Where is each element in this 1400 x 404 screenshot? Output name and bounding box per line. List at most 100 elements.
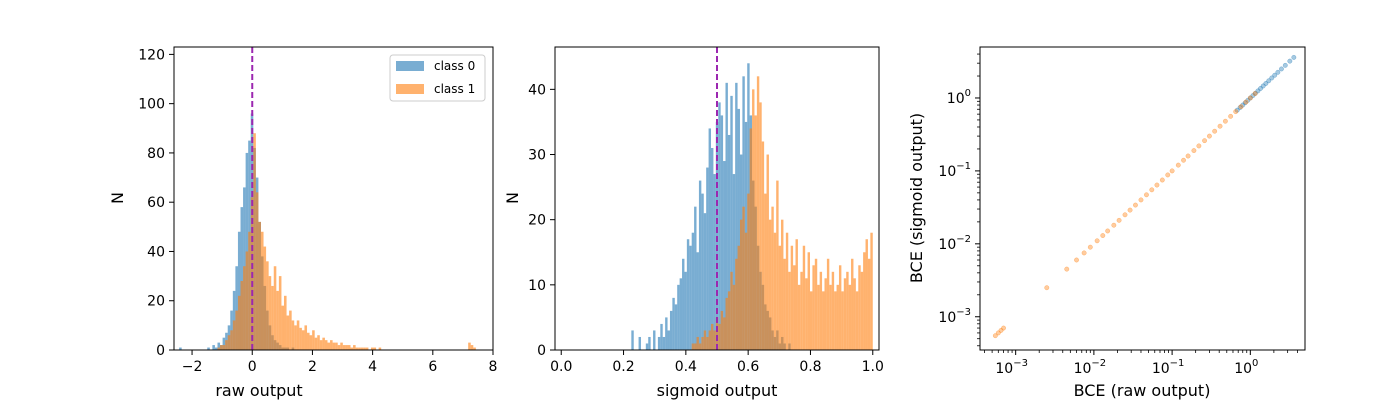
histogram-bar-class-1 <box>754 115 757 350</box>
histogram-bar-class-0 <box>698 180 702 350</box>
scatter-point-class-1 <box>1133 202 1138 208</box>
x-tick-label: 0.6 <box>737 359 759 375</box>
scatter-point-class-1 <box>1181 157 1186 163</box>
histogram-bar-class-1 <box>706 336 709 350</box>
histogram-bar-class-1 <box>324 340 328 350</box>
scatter-point-class-1 <box>1122 212 1128 218</box>
histogram-bar-class-1 <box>749 128 753 350</box>
histogram-bar-class-1 <box>273 266 277 350</box>
scatter-point-class-1 <box>1202 138 1208 144</box>
histogram-bar-class-0 <box>212 345 215 350</box>
histogram-bar-class-1 <box>756 76 760 350</box>
histogram-bar-class-1 <box>822 291 825 350</box>
histogram-bar-class-1 <box>335 342 338 350</box>
histogram-bar-class-1 <box>370 347 374 350</box>
x-tick-label: 0.0 <box>550 359 572 375</box>
x-tick-label: −2 <box>182 359 203 375</box>
histogram-bar-class-1 <box>834 291 837 350</box>
histogram-bar-class-1 <box>258 221 261 350</box>
histogram-bar-class-1 <box>220 345 223 350</box>
x-tick-label: 0.8 <box>799 359 821 375</box>
sigmoid-output-histogram-panel: 0.0 0.2 0.4 0.6 0.8 1.0 0 10 20 30 40 sigmoid outp… <box>503 46 884 400</box>
histogram-bar-class-1 <box>853 278 856 350</box>
y-tick-label: 100 <box>947 88 971 107</box>
histogram-bar-class-1 <box>271 285 274 350</box>
scatter-point-class-1 <box>1111 222 1117 228</box>
histogram-bar-class-1 <box>863 252 866 350</box>
histogram-bar-class-0 <box>735 82 738 350</box>
histogram-bar-class-0 <box>691 232 695 350</box>
y-tick-label: 40 <box>528 82 546 98</box>
histogram-bar-class-0 <box>631 330 634 350</box>
histogram-bar-class-1 <box>720 310 724 350</box>
histogram-bar-class-1 <box>761 141 765 350</box>
histogram-bar-class-1 <box>824 278 827 350</box>
histogram-bar-class-1 <box>299 327 302 350</box>
scatter-point-class-1 <box>1247 95 1253 101</box>
scatter-point-class-1 <box>1001 325 1006 331</box>
histogram-bar-class-1 <box>773 232 777 350</box>
histogram-bar-class-1 <box>696 336 699 350</box>
y-tick-label: 10 <box>528 278 546 294</box>
histogram-bar-class-0 <box>713 174 716 350</box>
histogram-bar-class-1 <box>752 89 755 350</box>
sigmoid-output-plot-area <box>554 46 880 351</box>
legend-label-class-1: class 1 <box>434 82 475 96</box>
scatter-point-class-1 <box>992 333 998 339</box>
x-tick-label: 1.0 <box>862 359 884 375</box>
histogram-bar-class-1 <box>468 342 471 350</box>
histogram-bar-class-0 <box>727 134 731 350</box>
histogram-bar-class-1 <box>355 347 359 350</box>
scatter-point-class-1 <box>1127 207 1133 213</box>
histogram-bar-class-0 <box>207 347 210 350</box>
scatter-point-class-1 <box>1252 91 1258 97</box>
raw-output-y-axis-label: N <box>108 192 127 204</box>
histogram-bar-class-0 <box>718 102 721 350</box>
scatter-point-class-1 <box>1222 118 1228 124</box>
histogram-bar-class-1 <box>805 278 808 350</box>
histogram-bar-class-1 <box>771 206 774 350</box>
histogram-bar-class-1 <box>232 320 236 350</box>
histogram-bar-class-0 <box>662 336 666 350</box>
bce-scatter-plot-area <box>979 46 1306 351</box>
x-tick-label: 0.4 <box>675 359 697 375</box>
scatter-point-class-1 <box>1149 187 1155 193</box>
histogram-bar-class-0 <box>725 82 728 350</box>
histogram-bar-class-1 <box>800 271 803 350</box>
histogram-bar-class-1 <box>747 193 750 350</box>
scatter-point-class-0 <box>1279 66 1284 72</box>
y-tick-label: 20 <box>528 213 546 229</box>
histogram-bar-class-0 <box>679 278 683 350</box>
histogram-bar-class-1 <box>802 245 806 350</box>
scatter-point-class-1 <box>1159 177 1165 183</box>
scatter-point-class-1 <box>1243 99 1249 105</box>
x-tick-label: 0 <box>248 359 257 375</box>
histogram-bar-class-1 <box>708 330 711 350</box>
histogram-bar-class-1 <box>739 219 743 350</box>
histogram-bar-class-1 <box>358 347 361 350</box>
histogram-bar-class-0 <box>708 128 711 350</box>
histogram-bar-class-1 <box>855 291 859 350</box>
x-tick-label: 10−2 <box>1074 358 1107 377</box>
histogram-bar-class-1 <box>723 317 726 350</box>
histogram-bar-class-1 <box>227 335 231 350</box>
histogram-bar-class-1 <box>698 343 702 350</box>
y-tick-label: 100 <box>138 97 165 113</box>
histogram-bar-class-1 <box>732 284 736 350</box>
histogram-bar-class-0 <box>237 231 241 350</box>
histogram-bar-class-1 <box>846 271 849 350</box>
histogram-bar-class-0 <box>723 161 726 350</box>
histogram-bar-class-0 <box>667 330 670 350</box>
histogram-bar-class-1 <box>304 325 308 350</box>
scatter-point-class-1 <box>1175 162 1181 168</box>
histogram-bar-class-1 <box>701 336 704 350</box>
histogram-bar-class-0 <box>648 336 651 350</box>
histogram-bar-class-1 <box>363 347 366 350</box>
histogram-bar-class-1 <box>255 192 259 350</box>
histogram-bar-class-0 <box>711 148 714 350</box>
bce-scatter-axis-ticks: 10−3 10−2 10−1 100 10−3 10−2 10−1 100 <box>938 53 1298 377</box>
raw-output-legend: class 0 class 1 <box>389 54 486 102</box>
histogram-bar-class-1 <box>291 320 295 350</box>
